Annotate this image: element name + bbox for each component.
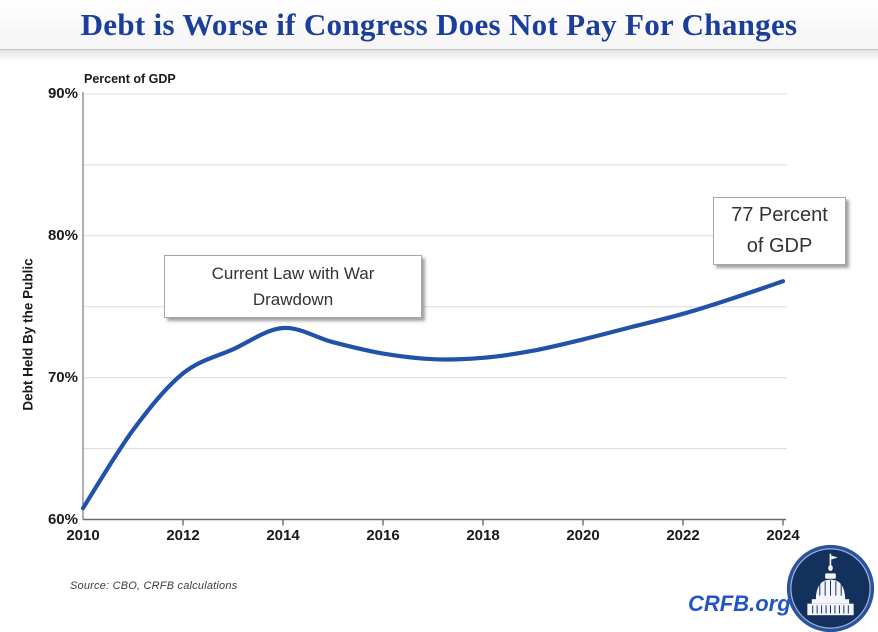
y-tick-label: 90% xyxy=(47,85,78,102)
y-tick-label: 80% xyxy=(47,226,78,244)
debt-line-series xyxy=(80,279,786,511)
x-tick-label: 2016 xyxy=(366,527,400,544)
crfb-capitol-logo-icon xyxy=(786,544,875,632)
title-divider xyxy=(0,49,878,64)
x-tick-label: 2014 xyxy=(266,527,300,544)
source-note: Source: CBO, CRFB calculations xyxy=(70,580,238,592)
x-tick-label: 2018 xyxy=(466,527,500,544)
y-axis-title: Debt Held By the Public xyxy=(20,258,36,411)
annotation-current-law: Current Law with War Drawdown xyxy=(164,255,422,318)
title-bar: Debt is Worse if Congress Does Not Pay F… xyxy=(0,0,878,49)
unit-label: Percent of GDP xyxy=(84,72,176,86)
annotation-77-percent: 77 Percent of GDP xyxy=(713,197,846,265)
x-tick-label: 2022 xyxy=(666,527,700,544)
x-tick-label: 2010 xyxy=(66,527,100,544)
x-tick-label: 2012 xyxy=(166,527,200,544)
x-tick-label: 2020 xyxy=(566,527,600,544)
crfb-org-link[interactable]: CRFB.org xyxy=(688,591,791,616)
x-tick-label: 2024 xyxy=(766,527,800,544)
page-title: Debt is Worse if Congress Does Not Pay F… xyxy=(80,6,798,42)
y-tick-label: 60% xyxy=(47,510,78,528)
y-tick-label: 70% xyxy=(47,368,78,386)
